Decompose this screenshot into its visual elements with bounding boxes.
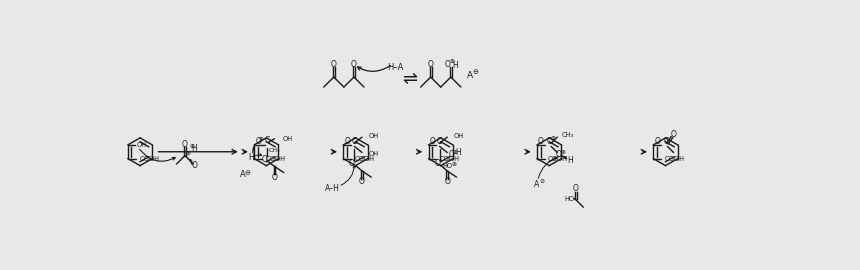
Text: ⊕: ⊕ [452, 150, 458, 155]
Text: OH: OH [282, 136, 292, 142]
Text: O: O [359, 177, 365, 186]
Text: OH: OH [368, 151, 378, 157]
Text: ⊕: ⊕ [259, 137, 264, 142]
Text: O: O [349, 159, 355, 168]
Text: O: O [255, 137, 261, 146]
Text: OH: OH [368, 133, 378, 139]
Text: H–A: H–A [388, 63, 404, 72]
Text: O: O [427, 60, 433, 69]
Text: ⊖: ⊖ [539, 179, 544, 184]
Text: COOH: COOH [354, 156, 374, 162]
Text: HO: HO [442, 163, 452, 169]
Text: OH: OH [137, 142, 146, 148]
Text: ⊖: ⊖ [473, 69, 478, 75]
Text: ⊕: ⊕ [452, 161, 457, 167]
Text: A: A [534, 180, 539, 188]
Text: H: H [455, 148, 461, 157]
Text: COOH: COOH [439, 156, 459, 162]
Text: H: H [249, 153, 254, 162]
Text: O: O [192, 161, 197, 170]
Text: O: O [671, 130, 677, 139]
Text: C: C [437, 137, 442, 146]
Text: COOH: COOH [548, 156, 568, 162]
Text: O: O [344, 137, 350, 146]
Text: O: O [430, 137, 435, 146]
Text: CH₃: CH₃ [562, 132, 574, 138]
Text: A: A [467, 71, 473, 80]
Text: CH₃: CH₃ [268, 148, 280, 153]
Text: OH: OH [453, 133, 464, 139]
Text: O: O [182, 140, 188, 148]
Text: O: O [445, 177, 450, 186]
Text: O: O [538, 137, 544, 146]
Text: O: O [444, 60, 450, 69]
Text: COOH: COOH [139, 156, 160, 162]
Text: O: O [331, 60, 337, 69]
Text: C: C [265, 136, 270, 146]
Text: A–H: A–H [325, 184, 340, 193]
Text: ⊕: ⊕ [550, 136, 555, 141]
Text: H: H [192, 144, 197, 153]
Text: O: O [654, 137, 660, 146]
Text: H: H [452, 61, 458, 70]
Text: C: C [663, 137, 668, 146]
Text: O: O [351, 60, 357, 69]
Text: COOH: COOH [664, 156, 685, 162]
Text: O: O [448, 150, 454, 159]
Text: O: O [434, 159, 440, 168]
Text: ⊕: ⊕ [561, 150, 565, 155]
Text: ⊕: ⊕ [186, 151, 191, 156]
Text: ⊖: ⊖ [244, 170, 250, 176]
Text: A: A [240, 170, 246, 179]
Text: ⊕: ⊕ [449, 59, 454, 64]
Text: ⇌: ⇌ [402, 70, 417, 87]
Text: O: O [261, 155, 267, 164]
Text: COOH: COOH [265, 156, 286, 162]
Text: O: O [556, 150, 562, 158]
Text: O: O [272, 173, 278, 182]
Text: O: O [573, 184, 579, 193]
Text: HO: HO [565, 197, 574, 202]
Text: C: C [547, 137, 552, 146]
Text: ⊕: ⊕ [189, 144, 194, 149]
Text: C: C [352, 137, 357, 146]
Text: H: H [567, 156, 573, 165]
